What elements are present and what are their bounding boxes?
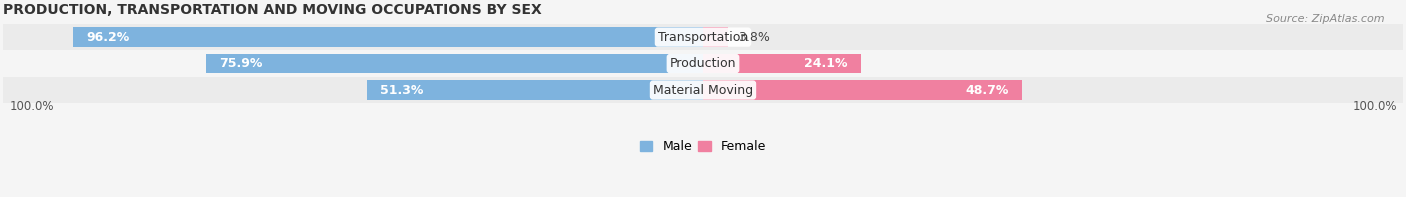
Text: 100.0%: 100.0% [10, 100, 53, 113]
Bar [3, 50, 1403, 77]
Text: Transportation: Transportation [658, 31, 748, 44]
Bar [207, 54, 703, 73]
Text: 24.1%: 24.1% [804, 57, 848, 70]
Text: Material Moving: Material Moving [652, 84, 754, 97]
Text: Source: ZipAtlas.com: Source: ZipAtlas.com [1267, 14, 1385, 24]
Text: 96.2%: 96.2% [87, 31, 129, 44]
Legend: Male, Female: Male, Female [640, 140, 766, 153]
Bar [367, 80, 703, 100]
Text: 48.7%: 48.7% [966, 84, 1008, 97]
Text: PRODUCTION, TRANSPORTATION AND MOVING OCCUPATIONS BY SEX: PRODUCTION, TRANSPORTATION AND MOVING OC… [3, 3, 541, 17]
Text: 3.8%: 3.8% [738, 31, 769, 44]
Bar [3, 77, 1403, 103]
Text: Production: Production [669, 57, 737, 70]
Bar [703, 54, 860, 73]
Text: 51.3%: 51.3% [381, 84, 423, 97]
Bar [703, 80, 1022, 100]
Bar [703, 27, 728, 47]
Text: 75.9%: 75.9% [219, 57, 263, 70]
Text: 100.0%: 100.0% [1353, 100, 1396, 113]
Bar [73, 27, 703, 47]
Bar [3, 24, 1403, 50]
